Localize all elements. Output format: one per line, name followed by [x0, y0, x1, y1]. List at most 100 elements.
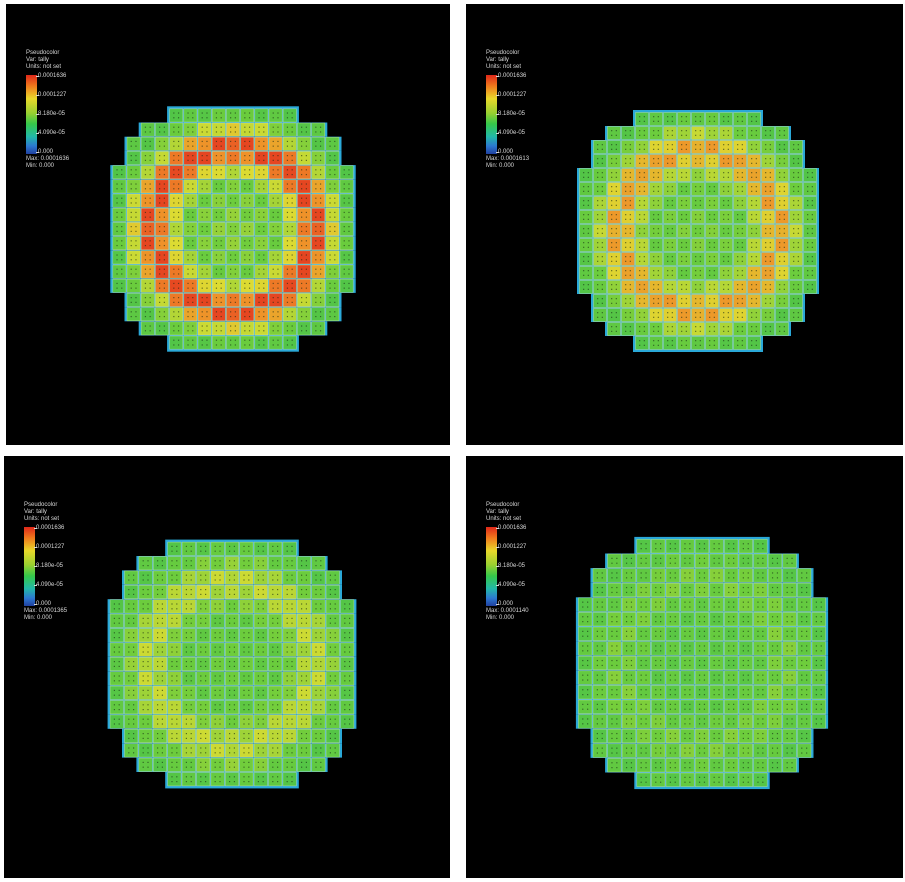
fuel-pin-dot — [643, 158, 645, 160]
fuel-pin-dot — [657, 316, 659, 318]
fuel-pin-dot — [698, 621, 701, 623]
legend-max: Max: 0.0001636 — [26, 156, 70, 162]
fuel-pin-dot — [667, 298, 669, 300]
assembly-cell — [665, 670, 680, 685]
fuel-pin-dot — [733, 586, 735, 589]
fuel-pin-dot — [674, 543, 676, 545]
fuel-pin-dot — [625, 689, 628, 691]
fuel-pin-dot — [220, 155, 222, 157]
fuel-pin-dot — [344, 637, 346, 639]
fuel-pin-dot — [820, 703, 822, 705]
assembly-cell — [709, 641, 724, 656]
fuel-pin-dot — [733, 650, 735, 652]
fuel-pin-dot — [681, 116, 683, 118]
fuel-pin-dot — [728, 577, 730, 579]
fuel-pin-dot — [244, 202, 246, 204]
fuel-pin-dot — [258, 183, 260, 185]
fuel-pin-dot — [733, 601, 735, 603]
assembly-cell — [705, 280, 719, 294]
fuel-pin-dot — [135, 254, 137, 256]
assembly-cell — [169, 293, 184, 307]
fuel-pin-dot — [257, 747, 259, 749]
fuel-pin-dot — [315, 680, 317, 682]
fuel-pin-dot — [660, 616, 662, 618]
assembly-cell — [183, 151, 198, 165]
fuel-pin-dot — [248, 545, 250, 547]
fuel-pin-dot — [135, 211, 137, 214]
assembly-cell — [253, 628, 268, 643]
fuel-pin-dot — [173, 287, 175, 289]
fuel-pin-dot — [771, 616, 774, 618]
fuel-pin-dot — [244, 173, 246, 176]
fuel-pin-dot — [713, 162, 715, 164]
fuel-pin-dot — [301, 565, 303, 567]
fuel-pin-dot — [190, 632, 192, 634]
fuel-pin-dot — [611, 256, 613, 258]
fuel-pin-dot — [629, 246, 631, 248]
fuel-pin-dot — [272, 140, 274, 143]
fuel-pin-dot — [671, 344, 673, 346]
fuel-pin-dot — [657, 190, 659, 192]
fuel-pin-dot — [277, 704, 279, 706]
fuel-pin-dot — [157, 646, 159, 648]
fuel-pin-dot — [684, 562, 686, 564]
fuel-pin-dot — [277, 637, 279, 639]
assembly-cell — [782, 655, 797, 671]
fuel-pin-dot — [263, 268, 265, 270]
fuel-pin-dot — [741, 134, 743, 136]
assembly-cell — [775, 154, 789, 168]
fuel-pin-dot — [176, 574, 178, 576]
fuel-pin-dot — [793, 186, 795, 188]
fuel-pin-dot — [334, 752, 336, 754]
fuel-pin-dot — [625, 557, 628, 559]
fuel-pin-dot — [135, 145, 137, 147]
fuel-pin-dot — [214, 723, 216, 725]
fuel-pin-dot — [161, 574, 163, 576]
fuel-pin-dot — [709, 130, 711, 132]
assembly-cell — [607, 210, 621, 224]
fuel-pin-dot — [657, 200, 659, 202]
fuel-pin-dot — [320, 761, 322, 763]
fuel-pin-dot — [163, 131, 165, 133]
assembly-cell — [254, 264, 269, 279]
fuel-pin-dot — [130, 287, 132, 289]
fuel-pin-dot — [272, 117, 274, 119]
fuel-pin-dot — [243, 709, 245, 711]
fuel-pin-dot — [685, 302, 687, 304]
assembly-cell — [311, 222, 326, 236]
fuel-pin-dot — [130, 169, 132, 171]
assembly-cell — [210, 728, 225, 743]
fuel-pin-dot — [157, 737, 159, 739]
fuel-pin-dot — [640, 723, 642, 725]
fuel-pin-dot — [272, 188, 274, 190]
fuel-pin-dot — [349, 661, 351, 663]
assembly-cell — [747, 182, 761, 196]
fuel-pin-dot — [277, 339, 279, 341]
fuel-pin-dot — [234, 315, 236, 318]
fuel-pin-dot — [797, 158, 799, 160]
fuel-pin-dot — [277, 646, 279, 648]
assembly-cell — [677, 308, 691, 322]
fuel-pin-dot — [713, 606, 715, 608]
fuel-pin-dot — [601, 650, 603, 652]
assembly-cell — [311, 321, 326, 336]
fuel-pin-dot — [272, 603, 274, 605]
fuel-pin-dot — [815, 659, 817, 662]
fuel-pin-dot — [215, 259, 218, 261]
fuel-pin-dot — [769, 288, 771, 290]
fuel-pin-dot — [783, 134, 785, 136]
assembly-cell — [211, 278, 226, 293]
fuel-pin-dot — [130, 145, 132, 147]
fuel-pin-dot — [230, 282, 232, 285]
fuel-pin-dot — [689, 621, 691, 623]
fuel-pin-dot — [630, 572, 633, 574]
fuel-pin-dot — [305, 665, 307, 667]
tick-label: 8.180e-05 — [35, 111, 66, 117]
fuel-pin-dot — [130, 240, 132, 242]
fuel-pin-dot — [233, 737, 235, 739]
fuel-pin-dot — [689, 718, 691, 720]
fuel-pin-dot — [616, 601, 618, 603]
assembly-cell — [649, 210, 663, 224]
fuel-pin-dot — [159, 169, 161, 171]
fuel-pin-dot — [214, 761, 216, 763]
